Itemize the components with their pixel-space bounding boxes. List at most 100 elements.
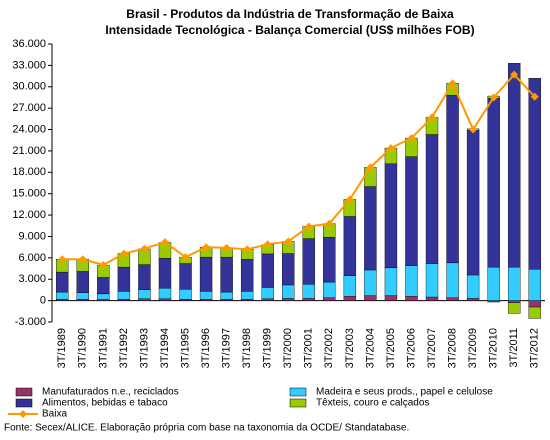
x-tick-label: 3T/2004 — [364, 328, 376, 368]
bar-segment — [76, 298, 90, 301]
bar-segment — [446, 262, 459, 298]
bar-segment — [466, 298, 480, 301]
bar-segment — [199, 298, 213, 301]
legend-label: Madeira e seus prods., papel e celulose — [316, 387, 493, 398]
y-tick-label: 3.000 — [18, 273, 46, 285]
line-marker — [58, 255, 67, 264]
bar-segment — [466, 274, 480, 299]
bar-segment — [343, 216, 357, 276]
line-marker — [99, 260, 108, 269]
bar-segment — [220, 256, 233, 293]
y-tick-label: 27.000 — [12, 102, 46, 114]
line-marker — [489, 93, 498, 102]
line-marker — [243, 245, 252, 254]
bar-segment — [240, 259, 254, 292]
y-tick-label: 21.000 — [12, 145, 46, 157]
bar-segment — [199, 256, 213, 292]
y-tick-label: -3.000 — [15, 316, 46, 328]
legend-swatch — [15, 387, 33, 397]
chart-title: Brasil - Produtos da Indústria de Transf… — [126, 7, 454, 21]
bar-segment — [446, 95, 459, 264]
bar-segment — [179, 298, 192, 301]
x-tick-label: 3T/2006 — [405, 328, 417, 368]
legend-label: Têxteis, couro e calçados — [316, 398, 429, 409]
x-tick-label: 3T/2001 — [303, 328, 315, 368]
line-marker — [284, 237, 293, 246]
bar-segment — [405, 156, 418, 266]
x-tick-label: 3T/2008 — [446, 328, 458, 368]
x-tick-label: 3T/1996 — [200, 328, 212, 368]
legend-label: Alimentos, bebidas e tabaco — [42, 398, 168, 409]
bar-segment — [56, 291, 69, 300]
bar-segment — [528, 269, 541, 301]
bar-segment — [261, 287, 274, 300]
x-tick-label: 3T/2011 — [508, 328, 520, 368]
bar-segment — [528, 306, 541, 319]
y-tick-label: 18.000 — [12, 166, 46, 178]
y-tick-label: 30.000 — [12, 81, 46, 93]
line-marker — [407, 134, 416, 143]
bar-segment — [323, 236, 336, 283]
bar-segment — [405, 265, 418, 297]
bar-segment — [282, 284, 295, 299]
bar-segment — [343, 275, 357, 297]
x-tick-label: 3T/2003 — [344, 328, 356, 368]
x-tick-label: 3T/1989 — [56, 328, 68, 368]
bar-segment — [138, 289, 151, 300]
source-note: Fonte: Secex/ALICE. Elaboração própria c… — [4, 423, 409, 434]
bar-segment — [487, 300, 500, 303]
bar-segment — [158, 287, 172, 300]
legend-swatch — [19, 410, 27, 418]
bar-segment — [138, 264, 151, 290]
bar-segment — [282, 253, 295, 286]
bar-segment — [179, 263, 192, 290]
y-tick-label: 36.000 — [12, 38, 46, 50]
x-tick-label: 3T/2007 — [426, 328, 438, 368]
y-tick-label: 6.000 — [18, 252, 46, 264]
bar-segment — [261, 253, 274, 288]
bar-segment — [528, 300, 541, 308]
x-tick-label: 3T/1990 — [77, 328, 89, 368]
bar-segment — [56, 271, 69, 293]
y-tick-label: 15.000 — [12, 188, 46, 200]
bar-segment — [76, 271, 90, 293]
bar-segment — [384, 163, 398, 269]
bar-segment — [425, 263, 439, 298]
x-tick-label: 3T/1997 — [221, 328, 233, 368]
bar-segment — [158, 258, 172, 289]
bar-segment — [446, 297, 459, 301]
x-tick-label: 3T/1993 — [138, 328, 150, 368]
bar-segment — [56, 298, 69, 301]
line-marker — [428, 113, 437, 122]
bar-segment — [302, 284, 315, 299]
bar-segment — [425, 296, 439, 301]
line-marker — [119, 249, 128, 258]
bar-segment — [220, 298, 233, 301]
bar-segment — [302, 298, 315, 301]
x-tick-label: 3T/1994 — [159, 328, 171, 368]
line-marker — [140, 244, 149, 253]
line-marker — [386, 144, 395, 153]
y-tick-label: 0 — [40, 295, 46, 307]
bar-segment — [199, 291, 213, 300]
bar-segment — [364, 269, 377, 296]
x-tick-label: 3T/1998 — [241, 328, 253, 368]
x-tick-label: 3T/2010 — [488, 328, 500, 368]
line-marker — [345, 195, 354, 204]
bar-segment — [220, 291, 233, 300]
bar-segment — [76, 292, 90, 300]
bar-segment — [97, 293, 110, 300]
legend-swatch — [289, 387, 307, 397]
y-tick-label: 33.000 — [12, 59, 46, 71]
bar-segment — [507, 266, 521, 301]
bar-segment — [466, 130, 480, 276]
bar-segment — [282, 298, 295, 301]
bar-segment — [117, 266, 131, 292]
bar-segment — [384, 295, 398, 301]
line-marker — [160, 238, 169, 247]
bar-segment — [364, 186, 377, 271]
bar-segment — [507, 302, 521, 314]
bar-segment — [323, 297, 336, 301]
y-tick-label: 9.000 — [18, 230, 46, 242]
